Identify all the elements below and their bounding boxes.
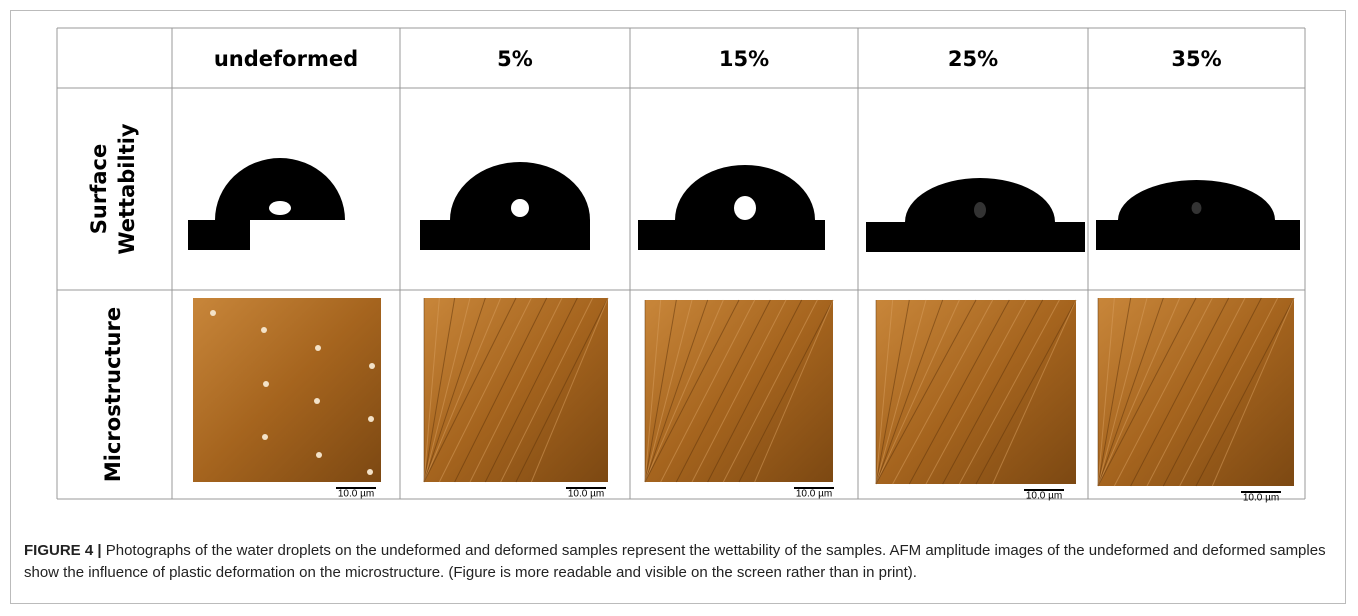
afm-particle xyxy=(261,327,267,333)
substrate xyxy=(866,222,1085,252)
scale-bar-label: 10.0 µm xyxy=(1026,491,1062,502)
reflection xyxy=(734,196,756,220)
afm-particle xyxy=(262,434,268,440)
column-header: undeformed xyxy=(214,47,358,71)
caption-text: Photographs of the water droplets on the… xyxy=(24,542,1326,581)
afm-particle xyxy=(368,416,374,422)
afm-particle xyxy=(316,452,322,458)
afm-particle xyxy=(263,381,269,387)
caption: FIGURE 4 | Photographs of the water drop… xyxy=(24,540,1340,584)
substrate xyxy=(638,220,825,250)
afm-particle xyxy=(210,310,216,316)
afm-particle xyxy=(367,469,373,475)
column-header: 5% xyxy=(497,47,533,71)
page: undeformed 5% 15% 25% 35% SurfaceWettabiltiy M… xyxy=(0,0,1358,616)
scale-bar-label: 10.0 µm xyxy=(1243,493,1279,504)
afm-particle xyxy=(315,345,321,351)
afm-image xyxy=(193,298,381,482)
row-label: Surface xyxy=(87,144,111,234)
column-header: 25% xyxy=(948,47,998,71)
scale-bar-label: 10.0 µm xyxy=(338,489,374,500)
afm-particle xyxy=(314,398,320,404)
scale-bar-label: 10.0 µm xyxy=(568,489,604,500)
reflection xyxy=(511,199,529,217)
afm-particle xyxy=(369,363,375,369)
reflection xyxy=(974,202,986,218)
reflection xyxy=(1192,202,1202,214)
substrate xyxy=(420,220,590,250)
scale-bar-label: 10.0 µm xyxy=(796,489,832,500)
reflection xyxy=(269,201,291,215)
column-header: 35% xyxy=(1171,47,1221,71)
caption-label: FIGURE 4 | xyxy=(24,542,102,559)
row-label: Wettabiltiy xyxy=(115,123,139,255)
row-label: Microstructure xyxy=(101,307,125,482)
column-header: 15% xyxy=(719,47,769,71)
substrate xyxy=(1096,220,1300,250)
substrate xyxy=(188,220,250,250)
